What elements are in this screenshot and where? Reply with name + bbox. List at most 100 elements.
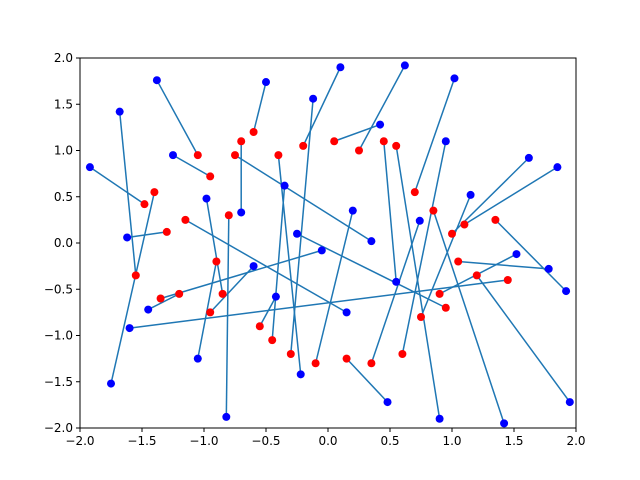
- connector-line: [314, 210, 354, 364]
- source-point: [460, 220, 469, 229]
- connector-line: [252, 81, 267, 133]
- y-tick-label: 2.0: [54, 51, 73, 65]
- target-point: [317, 246, 326, 255]
- connector-line: [89, 166, 145, 205]
- source-point: [398, 350, 407, 358]
- connector-line: [383, 141, 397, 282]
- target-point: [193, 354, 202, 363]
- source-point: [330, 137, 339, 146]
- source-point: [175, 289, 184, 298]
- connector-line: [234, 154, 372, 242]
- source-point: [231, 151, 239, 160]
- source-point: [193, 151, 202, 160]
- source-point: [268, 336, 277, 345]
- connector-line: [358, 65, 406, 151]
- target-point: [562, 287, 571, 296]
- target-point: [271, 292, 280, 301]
- target-point: [222, 412, 231, 421]
- target-point: [85, 163, 94, 172]
- target-point: [524, 153, 533, 162]
- target-point: [336, 63, 345, 72]
- target-point: [237, 208, 246, 217]
- source-point: [218, 289, 227, 298]
- y-tick-label: −0.5: [44, 282, 73, 296]
- y-tick-label: −2.0: [44, 421, 73, 435]
- target-point: [435, 414, 444, 423]
- connector-line: [414, 78, 456, 193]
- target-point: [123, 233, 132, 242]
- connector-line: [110, 191, 156, 384]
- source-point: [249, 128, 258, 136]
- y-tick-label: 1.0: [54, 144, 73, 158]
- connector-line: [209, 265, 255, 313]
- target-point: [107, 379, 115, 388]
- source-point: [206, 308, 215, 317]
- source-point: [206, 172, 215, 181]
- source-point: [454, 257, 463, 266]
- connector-line: [302, 66, 342, 147]
- connector-line: [205, 198, 224, 295]
- y-tick-label: 1.5: [54, 97, 73, 111]
- segment-layer: [89, 65, 571, 424]
- target-point: [293, 229, 301, 238]
- target-point: [415, 216, 424, 225]
- x-tick-label: −0.5: [251, 434, 280, 448]
- x-axis: −2.0 −1.5 −1.0 −0.5 0.0 0.5 1.0 1.5 2.0: [65, 428, 586, 448]
- source-point: [212, 257, 221, 266]
- target-point: [400, 61, 409, 70]
- x-tick-label: −1.0: [189, 434, 218, 448]
- connector-line: [333, 123, 381, 142]
- connector-line: [127, 231, 167, 239]
- target-point: [144, 305, 153, 314]
- target-point: [342, 308, 351, 317]
- x-tick-label: −1.5: [127, 434, 156, 448]
- connector-line: [156, 79, 199, 156]
- source-point: [410, 188, 419, 197]
- target-point: [125, 324, 134, 333]
- source-point: [392, 141, 401, 150]
- source-point: [255, 322, 264, 331]
- target-point: [565, 398, 574, 407]
- target-point: [376, 120, 385, 129]
- source-point: [448, 229, 456, 238]
- source-point: [274, 151, 283, 160]
- source-point: [224, 211, 233, 220]
- target-point: [512, 250, 521, 259]
- connector-line: [129, 279, 508, 329]
- target-point: [383, 398, 392, 407]
- source-point: [237, 137, 246, 146]
- connector-line: [395, 145, 441, 419]
- connector-line: [160, 249, 323, 300]
- source-point: [162, 227, 171, 236]
- source-point: [355, 146, 363, 155]
- target-point: [309, 94, 318, 103]
- target-point: [202, 194, 211, 203]
- connector-line: [494, 219, 567, 292]
- connector-line: [476, 274, 571, 403]
- target-point: [280, 181, 289, 190]
- connector-line: [185, 219, 347, 314]
- source-point: [181, 215, 190, 224]
- connector-line: [346, 358, 389, 403]
- target-point: [169, 151, 177, 160]
- source-point: [140, 200, 149, 209]
- y-tick-label: −1.0: [44, 329, 73, 343]
- source-point-layer: [131, 128, 512, 368]
- connector-line: [172, 154, 211, 178]
- source-point: [417, 313, 425, 321]
- connector-line: [147, 293, 180, 311]
- connector-line: [290, 98, 314, 355]
- connector-line: [401, 141, 447, 355]
- x-tick-label: 1.0: [442, 434, 461, 448]
- target-point: [367, 237, 376, 246]
- x-tick-label: 0.5: [380, 434, 399, 448]
- source-point: [367, 359, 376, 368]
- x-tick-label: 1.5: [504, 434, 523, 448]
- source-point: [429, 206, 438, 215]
- target-point: [115, 107, 124, 116]
- target-point: [152, 76, 161, 85]
- source-point: [156, 294, 165, 303]
- connector-line: [118, 111, 137, 276]
- y-tick-label: −1.5: [44, 375, 73, 389]
